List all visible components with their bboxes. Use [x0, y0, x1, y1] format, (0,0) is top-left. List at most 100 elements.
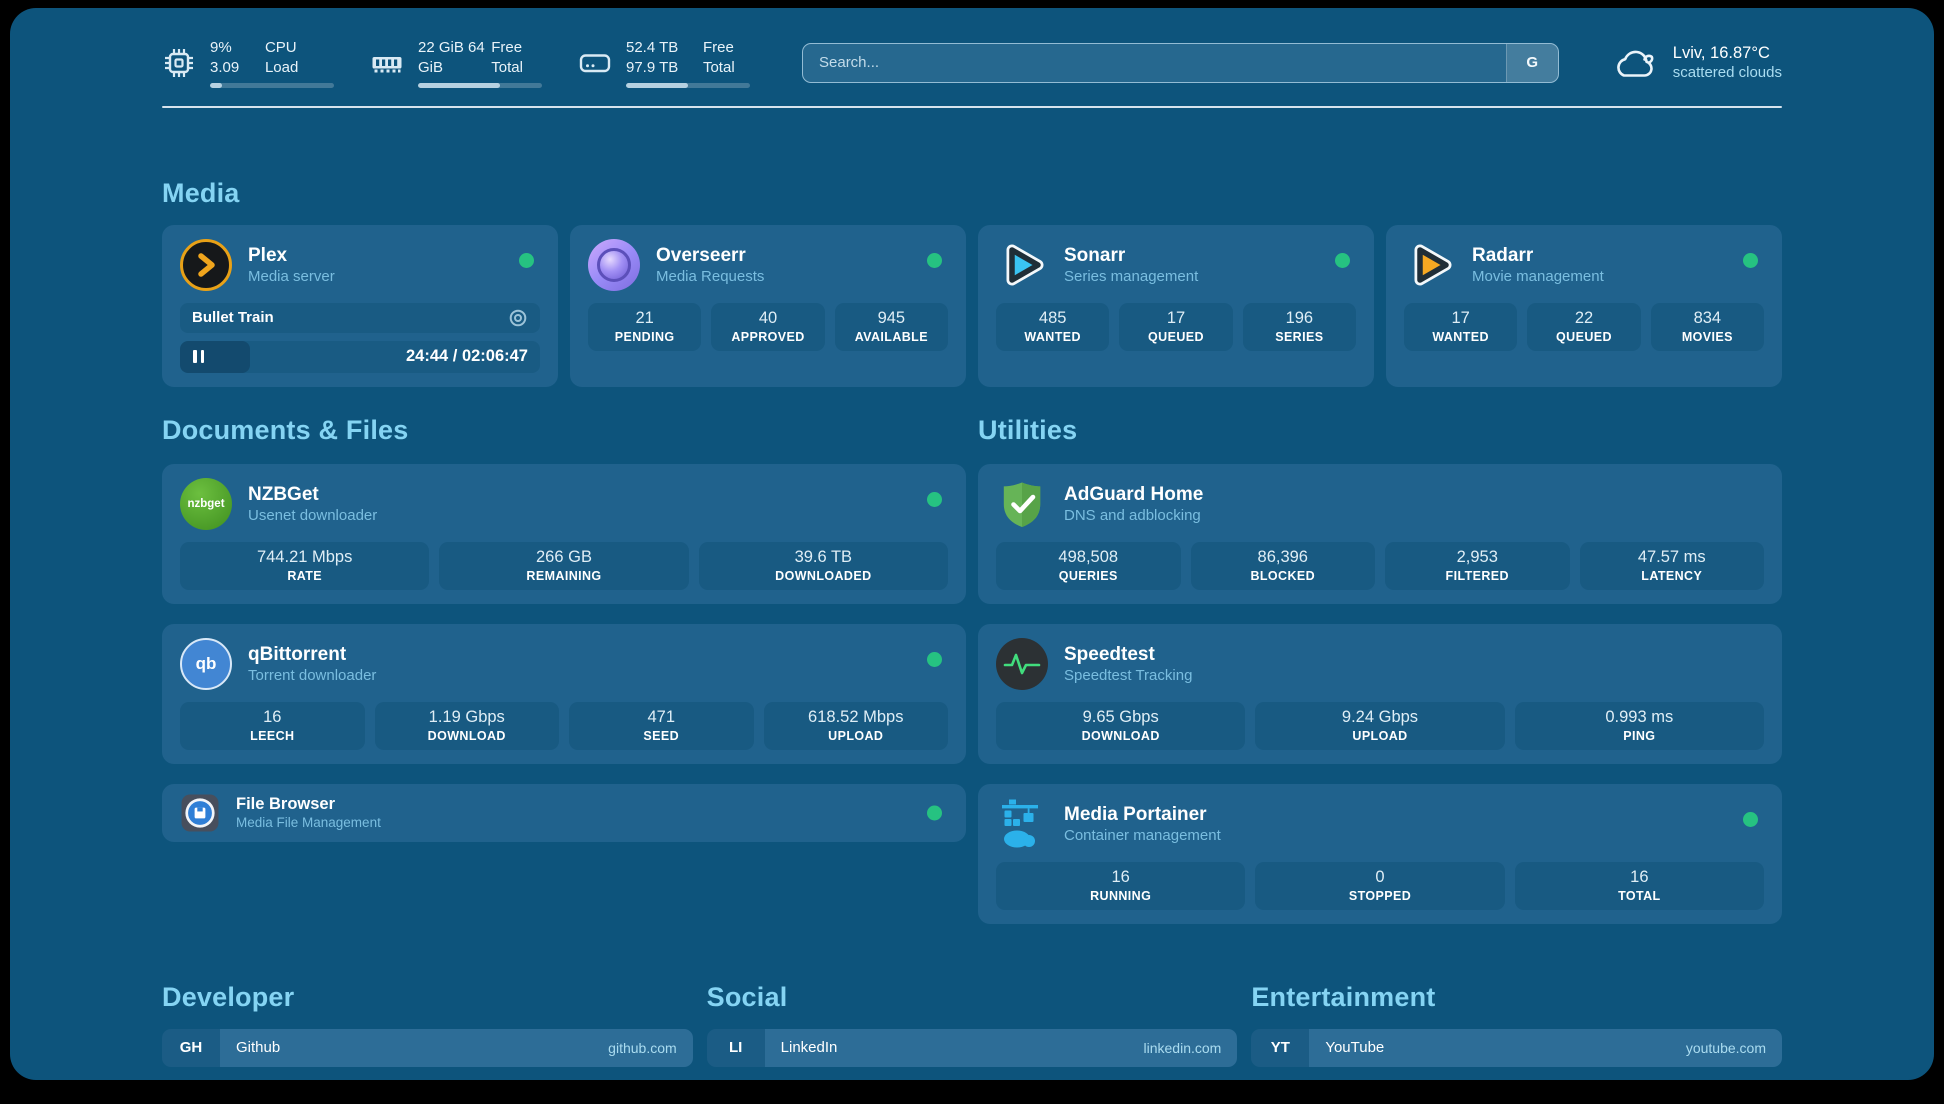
- app-card-overseerr[interactable]: Overseerr Media Requests 21 PENDING 40 A…: [570, 224, 966, 387]
- ram-stat: 22 GiB 64 GiB Free Total: [370, 38, 542, 88]
- bookmark-github[interactable]: GH Github github.com: [162, 1028, 693, 1067]
- ram-free-label: Free: [491, 39, 523, 56]
- nzbget-status-dot: [927, 491, 942, 507]
- cloud-icon: [1616, 50, 1654, 77]
- bookmark-abbr: LI: [706, 1028, 765, 1067]
- playback-time: 24:44 / 02:06:47: [405, 347, 528, 366]
- pause-button[interactable]: [193, 350, 204, 364]
- search-input[interactable]: [803, 43, 1506, 82]
- stat-tile: 196 SERIES: [1242, 302, 1356, 351]
- app-name: Speedtest: [1064, 643, 1155, 665]
- cpu-load-label: Load: [264, 58, 299, 76]
- stat-tile: 618.52 Mbps UPLOAD: [763, 701, 948, 750]
- cpu-stat: 9% 3.09 CPU Load: [162, 38, 334, 88]
- app-description: Movie management: [1472, 267, 1604, 285]
- weather-condition: scattered clouds: [1672, 64, 1782, 82]
- app-card-qbittorrent[interactable]: qb qBittorrent Torrent downloader 16 LEE…: [162, 623, 966, 764]
- app-card-radarr[interactable]: Radarr Movie management 17 WANTED 22 QUE…: [1386, 224, 1782, 387]
- playback-progress: [180, 340, 251, 373]
- dashboard-page: 9% 3.09 CPU Load: [10, 8, 1934, 1080]
- section-title-utilities: Utilities: [978, 414, 1078, 445]
- filebrowser-icon: [180, 793, 220, 833]
- stat-tile: 945 AVAILABLE: [834, 302, 948, 351]
- app-card-nzbget[interactable]: nzbget NZBGet Usenet downloader 744.21 M…: [162, 463, 966, 604]
- radarr-status-dot: [1743, 252, 1758, 268]
- section-utilities: Utilities AdGuard Home: [978, 415, 1782, 924]
- header-divider: [162, 105, 1782, 108]
- app-card-sonarr[interactable]: Sonarr Series management 485 WANTED 17 Q…: [978, 224, 1374, 387]
- app-description: Media Requests: [656, 267, 765, 285]
- adguard-icon: [996, 478, 1048, 530]
- disk-total-label: Total: [702, 58, 735, 76]
- disk-icon: [579, 54, 611, 72]
- stat-tile: 86,396 BLOCKED: [1190, 541, 1375, 590]
- app-card-speedtest[interactable]: Speedtest Speedtest Tracking 9.65 Gbps D…: [978, 623, 1782, 764]
- plex-status-dot: [519, 252, 534, 268]
- search-bar: G: [802, 42, 1559, 83]
- app-description: Torrent downloader: [248, 666, 377, 684]
- bookmark-name: Github: [236, 1039, 281, 1057]
- app-description: Media server: [248, 267, 335, 285]
- now-playing-row: Bullet Train: [180, 302, 540, 333]
- stat-tile: 0.993 ms PING: [1514, 701, 1764, 750]
- weather-widget: Lviv, 16.87°C scattered clouds: [1611, 44, 1782, 81]
- app-card-portainer[interactable]: Media Portainer Container management 16 …: [978, 783, 1782, 924]
- session-icon[interactable]: [508, 308, 528, 328]
- search-engine-button[interactable]: G: [1505, 43, 1558, 82]
- ram-total-value: 64 GiB: [418, 39, 485, 76]
- overseerr-status-dot: [927, 252, 942, 268]
- stat-tile: 471 SEED: [569, 701, 754, 750]
- now-playing-title: Bullet Train: [192, 309, 274, 327]
- stat-tile: 266 GB REMAINING: [439, 541, 689, 590]
- weather-location-temp: Lviv, 16.87°C: [1672, 44, 1770, 63]
- app-description: Usenet downloader: [248, 506, 378, 524]
- app-description: Speedtest Tracking: [1064, 666, 1193, 684]
- stat-tile: 0 STOPPED: [1255, 861, 1505, 910]
- bookmark-url: linkedin.com: [1143, 1039, 1222, 1056]
- cpu-usage-value: 9%: [210, 39, 232, 56]
- stat-tile: 17 WANTED: [1404, 302, 1518, 351]
- app-name: Media Portainer: [1064, 803, 1207, 825]
- app-card-plex[interactable]: Plex Media server Bullet Train: [162, 224, 558, 387]
- section-social: Social LI LinkedIn linkedin.com TW Twitt…: [706, 981, 1238, 1080]
- stat-tile: 1.19 Gbps DOWNLOAD: [374, 701, 559, 750]
- ram-free-value: 22 GiB: [418, 39, 464, 56]
- plex-icon: [180, 238, 232, 291]
- app-description: Container management: [1064, 826, 1221, 844]
- section-title-documents: Documents & Files: [162, 414, 409, 445]
- stat-tile: 834 MOVIES: [1650, 302, 1764, 351]
- disk-stat: 52.4 TB 97.9 TB Free Total: [578, 38, 750, 88]
- top-bar: 9% 3.09 CPU Load: [162, 8, 1782, 88]
- section-title-media: Media: [162, 177, 240, 208]
- playback-bar: 24:44 / 02:06:47: [180, 340, 540, 373]
- stat-tile: 16 RUNNING: [996, 861, 1246, 910]
- app-name: NZBGet: [248, 483, 319, 505]
- sonarr-status-dot: [1335, 252, 1350, 268]
- cpu-load-value: 3.09: [210, 58, 240, 76]
- filebrowser-status-dot: [927, 805, 942, 821]
- app-description: Series management: [1064, 267, 1199, 285]
- app-card-adguard[interactable]: AdGuard Home DNS and adblocking 498,508 …: [978, 463, 1782, 604]
- section-title-developer: Developer: [162, 981, 295, 1012]
- stat-tile: 498,508 QUERIES: [996, 541, 1181, 590]
- stat-tile: 9.65 Gbps DOWNLOAD: [996, 701, 1246, 750]
- section-documents: Documents & Files nzbget NZBGet Usenet d…: [162, 415, 966, 924]
- ram-total-label: Total: [491, 58, 523, 76]
- stat-tile: 40 APPROVED: [711, 302, 825, 351]
- disk-free-value: 52.4 TB: [626, 39, 679, 56]
- cpu-label: CPU: [264, 39, 297, 56]
- app-name: Sonarr: [1064, 244, 1126, 266]
- app-name: AdGuard Home: [1064, 483, 1204, 505]
- app-name: Overseerr: [656, 244, 746, 266]
- bookmark-url: youtube.com: [1685, 1039, 1766, 1056]
- bookmark-abbr: GH: [162, 1028, 220, 1067]
- section-title-social: Social: [706, 981, 788, 1012]
- app-name: qBittorrent: [248, 643, 347, 665]
- bookmark-linkedin[interactable]: LI LinkedIn linkedin.com: [706, 1028, 1238, 1067]
- stat-tile: 22 QUEUED: [1527, 302, 1641, 351]
- bookmark-youtube[interactable]: YT YouTube youtube.com: [1251, 1028, 1782, 1067]
- bookmark-name: YouTube: [1325, 1039, 1385, 1057]
- disk-total-value: 97.9 TB: [626, 58, 679, 76]
- app-card-filebrowser[interactable]: File Browser Media File Management: [162, 783, 966, 842]
- disk-free-label: Free: [702, 39, 734, 56]
